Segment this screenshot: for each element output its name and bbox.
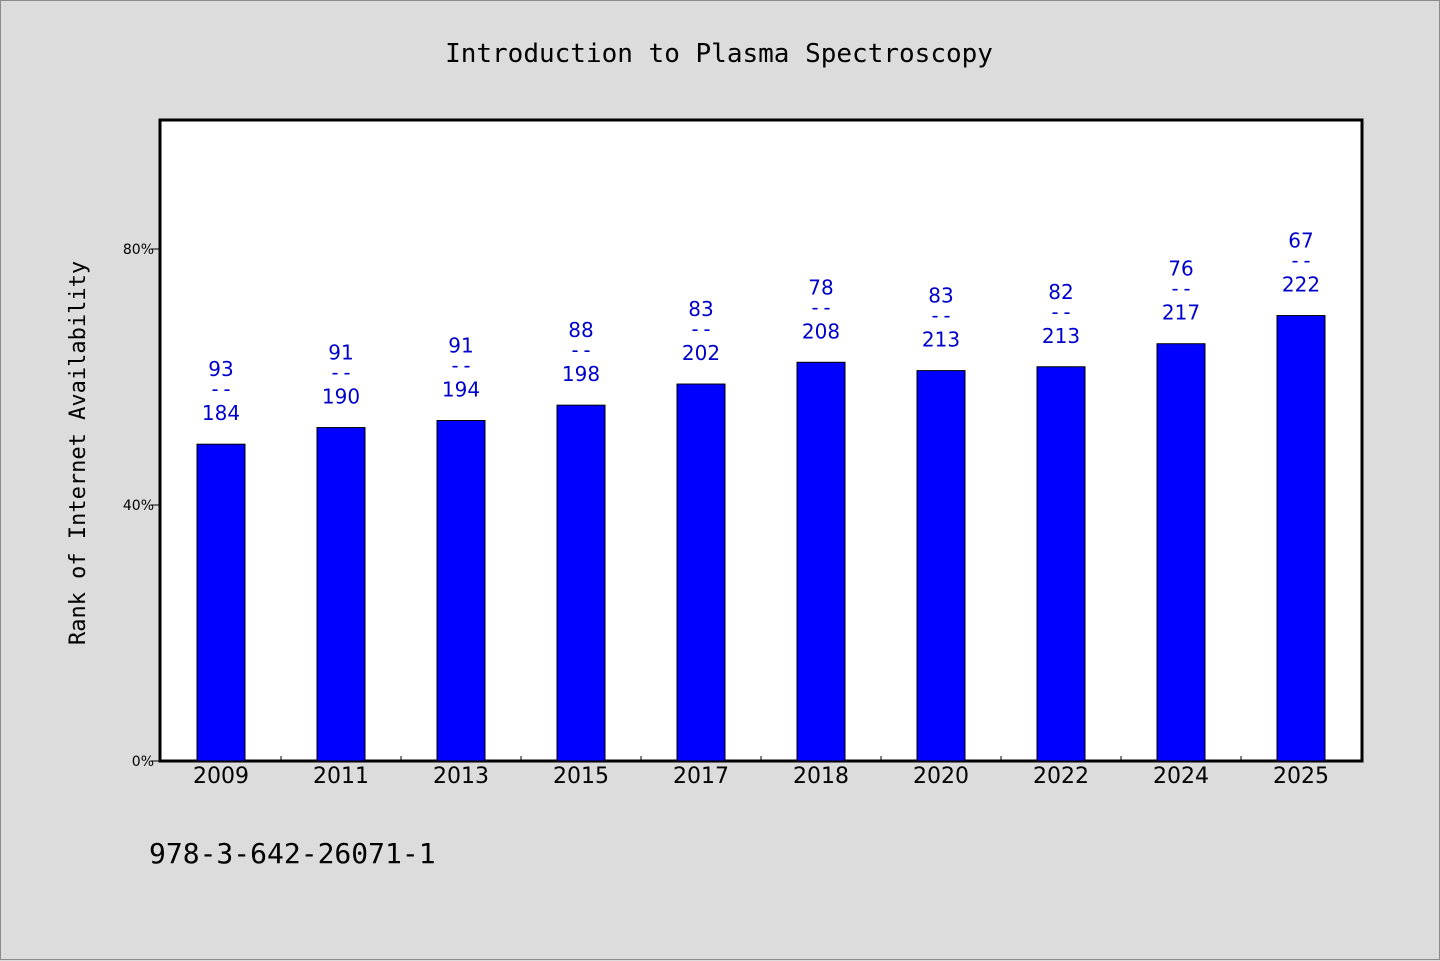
bar-label-separator: --	[449, 354, 473, 378]
bar-label-top: 91	[448, 334, 473, 358]
bar-label-separator: --	[929, 304, 953, 328]
bar-label-top: 82	[1048, 280, 1073, 304]
chart-title: Introduction to Plasma Spectroscopy	[445, 39, 993, 69]
bar-label-separator: --	[809, 295, 833, 319]
x-tick-label: 2009	[193, 764, 249, 789]
bar-2020	[916, 370, 966, 762]
bar-label-top: 83	[928, 284, 953, 308]
bar-2015	[556, 404, 606, 762]
bar-label-top: 88	[568, 318, 593, 342]
x-tick-label: 2018	[793, 764, 849, 789]
x-tick-label: 2013	[433, 764, 489, 789]
bar-2011	[316, 427, 366, 762]
bar-label-separator: --	[1169, 277, 1193, 301]
isbn-label: 978-3-642-26071-1	[149, 837, 436, 870]
x-tick-label: 2015	[553, 764, 609, 789]
bars-layer	[196, 315, 1326, 762]
bar-label-top: 78	[808, 275, 833, 299]
bar-label-top: 91	[328, 341, 353, 365]
bar-label-separator: --	[329, 361, 353, 385]
x-tick-label: 2022	[1033, 764, 1089, 789]
y-tick-label: 80%	[123, 242, 154, 258]
bar-label-separator: --	[1049, 300, 1073, 324]
bar-label-separator: --	[209, 377, 233, 401]
y-axis: 0% 40% 80%	[123, 242, 161, 770]
bar-label-separator: --	[1289, 249, 1313, 273]
bar-label-bottom: 194	[442, 378, 480, 402]
bar-label-bottom: 213	[1042, 324, 1080, 348]
bar-label-top: 67	[1288, 229, 1313, 253]
x-tick-label: 2017	[673, 764, 729, 789]
y-tick-label: 0%	[132, 754, 154, 770]
bar-label-separator: --	[569, 338, 593, 362]
bar-2024	[1156, 343, 1206, 762]
bar-2025	[1276, 315, 1326, 762]
bar-label-bottom: 184	[202, 401, 240, 425]
bar-2018	[796, 361, 846, 762]
bar-label-bottom: 190	[322, 385, 360, 409]
bar-labels-layer: 93--18491--19091--19488--19883--20278--2…	[202, 229, 1320, 426]
bar-2022	[1036, 366, 1086, 762]
y-tick-label: 40%	[123, 498, 154, 514]
bar-2009	[196, 443, 246, 762]
bar-label-top: 83	[688, 297, 713, 321]
bar-2017	[676, 383, 726, 762]
x-tick-label: 2020	[913, 764, 969, 789]
bar-label-top: 93	[208, 357, 233, 381]
bar-label-bottom: 198	[562, 362, 600, 386]
x-axis: 2009 2011 2013 2015 2017 2018 2020 2022 2024 2025	[193, 756, 1329, 789]
bar-label-separator: --	[689, 317, 713, 341]
bar-2013	[436, 420, 486, 762]
bar-label-bottom: 213	[922, 328, 960, 352]
x-tick-label: 2011	[313, 764, 369, 789]
x-tick-label: 2024	[1153, 764, 1209, 789]
bar-label-bottom: 208	[802, 319, 840, 343]
bar-label-bottom: 217	[1162, 301, 1200, 325]
y-axis-title: Rank of Internet Availability	[66, 261, 91, 645]
bar-label-bottom: 202	[682, 341, 720, 365]
x-tick-label: 2025	[1273, 764, 1329, 789]
bar-label-top: 76	[1168, 257, 1193, 281]
bar-label-bottom: 222	[1282, 273, 1320, 297]
